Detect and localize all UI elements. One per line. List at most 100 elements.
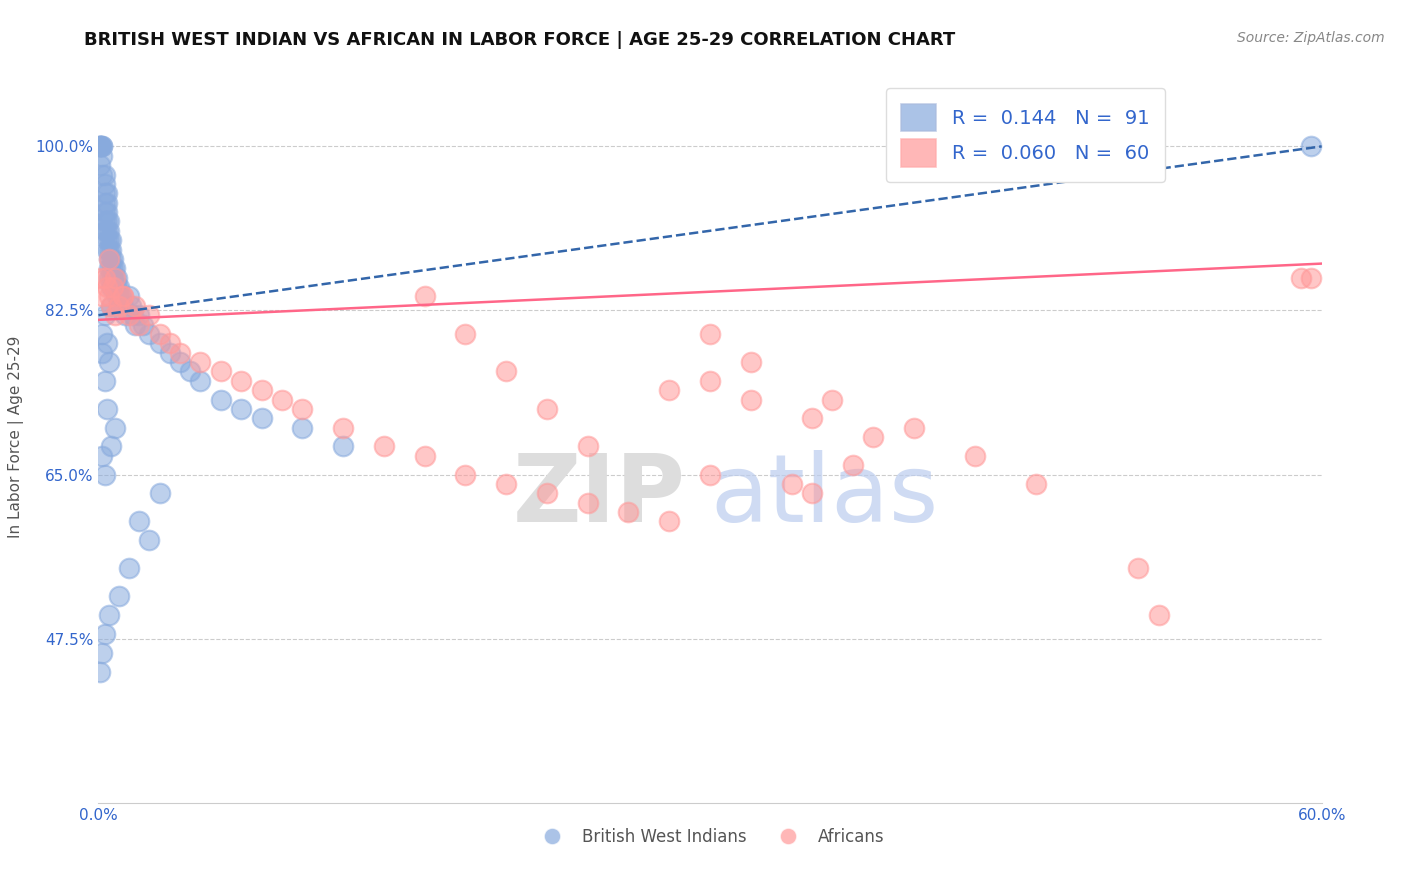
Point xyxy=(89,665,111,679)
Point xyxy=(93,214,115,228)
Point xyxy=(128,308,150,322)
Point xyxy=(105,289,128,303)
Point xyxy=(699,326,721,341)
Point xyxy=(1291,270,1313,285)
Point xyxy=(104,270,127,285)
Point xyxy=(124,318,146,332)
Text: BRITISH WEST INDIAN VS AFRICAN IN LABOR FORCE | AGE 25-29 CORRELATION CHART: BRITISH WEST INDIAN VS AFRICAN IN LABOR … xyxy=(84,31,956,49)
Point xyxy=(413,449,436,463)
Point xyxy=(91,139,114,153)
Point xyxy=(862,430,884,444)
Legend: British West Indians, Africans: British West Indians, Africans xyxy=(529,822,891,853)
Point xyxy=(108,299,131,313)
Point xyxy=(169,355,191,369)
Point xyxy=(658,383,681,397)
Point xyxy=(270,392,294,407)
Point xyxy=(209,364,232,378)
Point xyxy=(100,280,122,294)
Point xyxy=(96,224,118,238)
Point xyxy=(138,326,160,341)
Point xyxy=(108,299,131,313)
Point xyxy=(188,355,212,369)
Point xyxy=(93,195,115,210)
Point xyxy=(576,496,599,510)
Point xyxy=(118,308,141,322)
Point xyxy=(188,374,212,388)
Point xyxy=(617,505,640,519)
Point xyxy=(536,401,558,416)
Point xyxy=(101,280,124,294)
Point xyxy=(93,168,115,182)
Point xyxy=(111,289,134,303)
Point xyxy=(105,270,128,285)
Point xyxy=(231,401,253,416)
Point xyxy=(111,299,134,313)
Point xyxy=(89,270,111,285)
Point xyxy=(93,270,115,285)
Point xyxy=(89,139,111,153)
Point xyxy=(104,270,127,285)
Point xyxy=(91,289,114,303)
Point xyxy=(93,205,115,219)
Point xyxy=(96,186,118,201)
Point xyxy=(91,139,114,153)
Point xyxy=(105,280,128,294)
Point xyxy=(89,139,111,153)
Point xyxy=(124,299,146,313)
Point xyxy=(93,224,115,238)
Point xyxy=(1025,477,1047,491)
Point xyxy=(841,458,863,473)
Point xyxy=(1301,270,1323,285)
Point xyxy=(576,440,599,454)
Point xyxy=(159,345,181,359)
Point xyxy=(97,224,120,238)
Point xyxy=(658,515,681,529)
Point xyxy=(93,627,115,641)
Point xyxy=(91,646,114,660)
Point xyxy=(96,195,118,210)
Point xyxy=(93,374,115,388)
Point xyxy=(101,261,124,276)
Point xyxy=(118,289,141,303)
Point xyxy=(159,336,181,351)
Point xyxy=(101,252,124,266)
Text: atlas: atlas xyxy=(710,450,938,541)
Point xyxy=(1128,561,1150,575)
Point xyxy=(100,440,122,454)
Point xyxy=(100,243,122,257)
Point xyxy=(97,214,120,228)
Point xyxy=(96,336,118,351)
Point xyxy=(120,299,142,313)
Point xyxy=(91,168,114,182)
Point xyxy=(179,364,201,378)
Point xyxy=(149,486,172,500)
Point xyxy=(97,261,120,276)
Point xyxy=(138,533,160,548)
Point xyxy=(91,345,114,359)
Point xyxy=(128,515,150,529)
Point xyxy=(801,486,824,500)
Point xyxy=(1301,139,1323,153)
Point xyxy=(89,158,111,172)
Text: ZIP: ZIP xyxy=(513,450,686,541)
Point xyxy=(100,299,122,313)
Point xyxy=(332,420,354,434)
Point xyxy=(250,411,273,425)
Point xyxy=(104,280,127,294)
Point xyxy=(169,345,191,359)
Point xyxy=(536,486,558,500)
Point xyxy=(89,139,111,153)
Point xyxy=(104,308,127,322)
Point xyxy=(740,355,762,369)
Y-axis label: In Labor Force | Age 25-29: In Labor Force | Age 25-29 xyxy=(8,336,24,538)
Point xyxy=(149,326,172,341)
Point xyxy=(122,308,145,322)
Point xyxy=(903,420,925,434)
Point xyxy=(250,383,273,397)
Point xyxy=(91,326,114,341)
Point xyxy=(97,252,120,266)
Point xyxy=(699,374,721,388)
Point xyxy=(93,177,115,191)
Point xyxy=(97,355,120,369)
Point xyxy=(373,440,395,454)
